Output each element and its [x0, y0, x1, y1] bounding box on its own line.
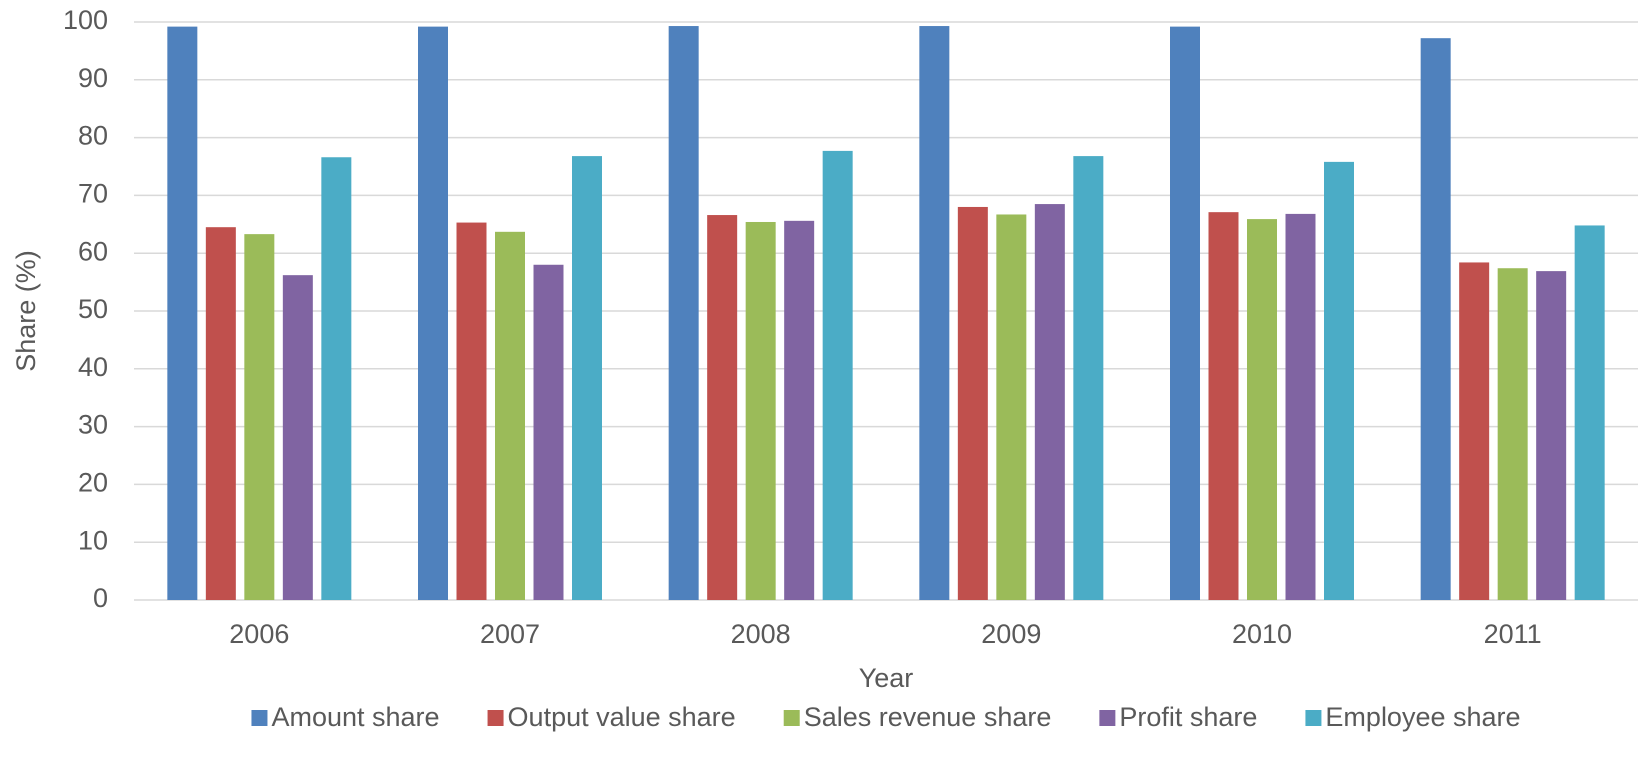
legend-swatch — [1305, 710, 1322, 726]
bar — [1285, 213, 1316, 600]
bar — [1324, 161, 1354, 600]
legend-label: Output value share — [508, 702, 736, 732]
y-tick-label: 10 — [78, 525, 108, 555]
x-tick-label: 2011 — [1484, 619, 1542, 649]
y-tick-label: 30 — [78, 410, 108, 440]
y-axis-label: Share (%) — [11, 250, 41, 372]
bar — [1208, 212, 1239, 601]
bar — [957, 206, 988, 600]
y-tick-label: 40 — [78, 352, 108, 382]
legend-label: Amount share — [271, 702, 439, 732]
bar — [745, 221, 776, 600]
y-tick-label: 100 — [63, 5, 108, 35]
bar — [1459, 262, 1490, 600]
x-tick-label: 2009 — [981, 619, 1041, 649]
y-tick-label: 70 — [78, 179, 108, 209]
bar — [495, 231, 525, 600]
bar — [1247, 219, 1277, 600]
y-tick-label: 80 — [78, 121, 108, 151]
x-tick-label: 2008 — [731, 619, 791, 649]
bar — [668, 26, 699, 600]
bar — [282, 275, 313, 600]
x-tick-label: 2010 — [1232, 619, 1292, 649]
bar — [1170, 26, 1200, 600]
bar — [1574, 225, 1605, 600]
bar — [1420, 38, 1451, 600]
bar — [1034, 204, 1065, 600]
bar — [321, 157, 352, 600]
y-tick-label: 50 — [78, 294, 108, 324]
legend-swatch — [251, 710, 268, 726]
bar — [707, 215, 738, 600]
bar — [572, 156, 602, 600]
x-tick-label: 2006 — [229, 619, 289, 649]
bar — [456, 222, 487, 601]
bar — [533, 264, 564, 600]
bar — [167, 26, 198, 600]
bar — [822, 150, 853, 601]
bar — [1536, 271, 1567, 600]
y-tick-label: 20 — [78, 468, 108, 498]
bar — [1073, 156, 1104, 600]
y-tick-label: 90 — [78, 63, 108, 93]
x-axis-label: Year — [859, 663, 914, 693]
legend-label: Profit share — [1119, 702, 1257, 732]
legend-swatch — [783, 710, 800, 726]
y-tick-label: 0 — [93, 583, 108, 613]
bar — [919, 26, 950, 600]
bar — [1497, 268, 1528, 600]
bar — [418, 26, 448, 600]
bar — [205, 227, 236, 600]
y-tick-label: 60 — [78, 236, 108, 266]
legend-label: Employee share — [1325, 702, 1520, 732]
legend-swatch — [487, 710, 504, 726]
bar — [784, 220, 815, 600]
legend-label: Sales revenue share — [804, 702, 1052, 732]
bar — [244, 234, 275, 600]
x-tick-label: 2007 — [480, 619, 540, 649]
bar — [996, 214, 1027, 600]
legend-swatch — [1099, 710, 1116, 726]
